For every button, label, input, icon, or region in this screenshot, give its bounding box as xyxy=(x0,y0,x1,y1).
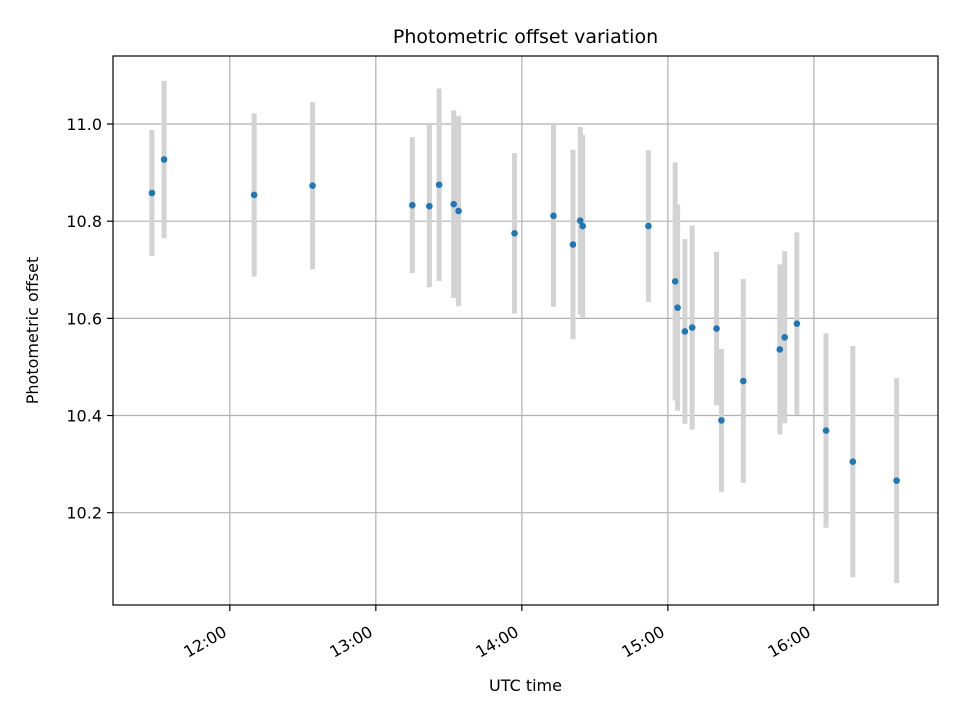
data-point xyxy=(849,458,857,465)
y-tick-label: 10.8 xyxy=(66,212,102,231)
data-point xyxy=(579,222,586,230)
data-point xyxy=(645,222,652,230)
data-point xyxy=(681,328,689,335)
plot-frame xyxy=(112,55,939,606)
data-point xyxy=(893,477,900,484)
data-point xyxy=(455,207,462,215)
y-axis-title: Photometric offset xyxy=(23,257,42,405)
data-point xyxy=(793,320,801,327)
point-layer xyxy=(148,156,900,484)
data-point xyxy=(148,189,156,197)
data-point xyxy=(409,201,416,209)
data-point xyxy=(674,304,681,311)
data-point xyxy=(776,346,784,353)
y-tick-label: 11.0 xyxy=(66,115,102,134)
data-point xyxy=(435,181,443,189)
data-point xyxy=(671,278,679,285)
data-point xyxy=(688,324,696,331)
y-tick-label: 10.6 xyxy=(66,309,102,328)
data-point xyxy=(569,241,577,248)
data-point xyxy=(740,377,747,385)
data-point xyxy=(718,417,725,424)
data-point xyxy=(550,212,557,220)
data-point xyxy=(576,217,584,224)
grid-layer xyxy=(113,56,938,605)
x-tick-label: 16:00 xyxy=(764,622,813,662)
data-point xyxy=(250,191,258,199)
x-tick-label: 13:00 xyxy=(326,622,375,662)
x-tick-label: 14:00 xyxy=(472,622,521,662)
data-point xyxy=(822,427,830,434)
x-tick-label: 12:00 xyxy=(180,622,229,662)
x-tick-label: 15:00 xyxy=(618,622,667,662)
data-point xyxy=(781,334,788,341)
chart-title: Photometric offset variation xyxy=(393,26,658,48)
data-point xyxy=(713,325,720,332)
data-point xyxy=(426,202,433,210)
y-tick-label: 10.4 xyxy=(66,407,102,426)
errorbar-layer xyxy=(149,80,900,584)
data-point xyxy=(309,182,316,190)
data-point xyxy=(511,230,518,237)
data-point xyxy=(160,156,168,163)
y-tick-label: 10.2 xyxy=(66,504,102,523)
x-axis-title: UTC time xyxy=(489,676,562,695)
data-point xyxy=(450,200,458,208)
